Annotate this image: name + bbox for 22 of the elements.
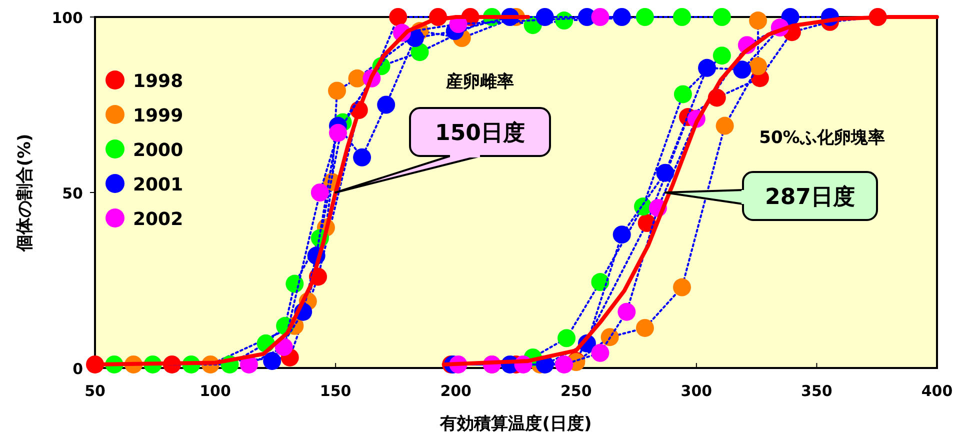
legend-label: 2000 [133, 140, 184, 161]
legend-label: 2001 [133, 174, 184, 196]
y-tick-label: 100 [52, 9, 83, 27]
y-tick-label: 0 [72, 360, 83, 378]
x-tick-label: 250 [560, 382, 592, 400]
x-tick-label: 150 [320, 382, 352, 400]
x-axis-title: 有効積算温度(日度) [439, 414, 592, 434]
x-tick-label: 50 [84, 382, 106, 400]
annotation: 150日度 [435, 120, 525, 146]
legend-label: 1999 [133, 106, 184, 126]
x-tick-label: 350 [801, 382, 832, 400]
x-tick-label: 200 [440, 382, 472, 400]
x-tick-label: 300 [680, 382, 712, 400]
annotation: 産卵雌率 [445, 72, 514, 92]
y-axis-title: 個体の割合(%) [15, 134, 35, 252]
legend-label: 2002 [133, 209, 184, 230]
x-tick-label: 100 [200, 382, 231, 400]
annotation: 50%ふ化卵塊率 [759, 128, 885, 148]
legend-label: 1998 [133, 71, 184, 92]
annotation: 287日度 [765, 184, 855, 210]
y-tick-label: 50 [62, 184, 83, 202]
x-tick-label: 400 [921, 382, 953, 400]
